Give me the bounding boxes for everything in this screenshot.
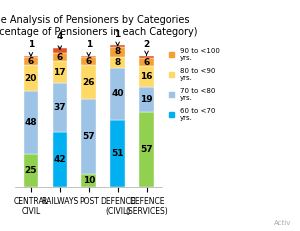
Text: 57: 57 [82,132,95,141]
Text: 25: 25 [25,166,37,175]
Text: 1: 1 [115,30,121,46]
Bar [82,56,96,57]
Text: 6: 6 [28,57,34,66]
Text: 48: 48 [25,118,37,127]
Text: 2: 2 [143,40,150,55]
Bar [52,61,67,83]
Text: 17: 17 [53,68,66,77]
Text: 1: 1 [28,40,34,56]
Text: 6: 6 [143,58,150,67]
Bar [110,47,125,57]
Text: 20: 20 [25,74,37,83]
Bar [24,65,38,91]
Bar [139,56,154,58]
Bar [52,48,67,53]
Bar [110,68,125,120]
Bar [82,99,96,174]
Text: 26: 26 [82,78,95,87]
Bar [82,57,96,65]
Bar [52,53,67,61]
Text: Activ: Activ [274,220,291,226]
Text: 16: 16 [140,72,153,81]
Text: 57: 57 [140,145,153,154]
Bar [139,87,154,112]
Text: 6: 6 [57,53,63,62]
Bar [52,132,67,187]
Text: 6: 6 [85,57,92,66]
Text: 40: 40 [111,89,124,98]
Bar [24,154,38,187]
Bar [139,66,154,87]
Bar [82,65,96,99]
Title: Age Analysis of Pensioners by Categories
(Percentage of Pensioners in each Categ: Age Analysis of Pensioners by Categories… [0,15,197,36]
Text: 8: 8 [115,47,121,56]
Text: 19: 19 [140,95,153,104]
Legend: 90 to <100
yrs., 80 to <90
yrs., 70 to <80
yrs., 60 to <70
yrs.: 90 to <100 yrs., 80 to <90 yrs., 70 to <… [167,47,221,122]
Text: 1: 1 [85,40,92,56]
Bar [24,91,38,154]
Bar [52,83,67,132]
Bar [139,112,154,187]
Bar [110,57,125,68]
Bar [82,174,96,187]
Bar [24,57,38,65]
Text: 10: 10 [82,176,95,185]
Bar [110,46,125,47]
Text: 8: 8 [115,58,121,67]
Bar [110,120,125,187]
Text: 4: 4 [57,33,63,49]
Bar [139,58,154,66]
Text: 37: 37 [53,103,66,112]
Text: 42: 42 [53,155,66,164]
Text: 51: 51 [111,149,124,158]
Bar [24,56,38,57]
